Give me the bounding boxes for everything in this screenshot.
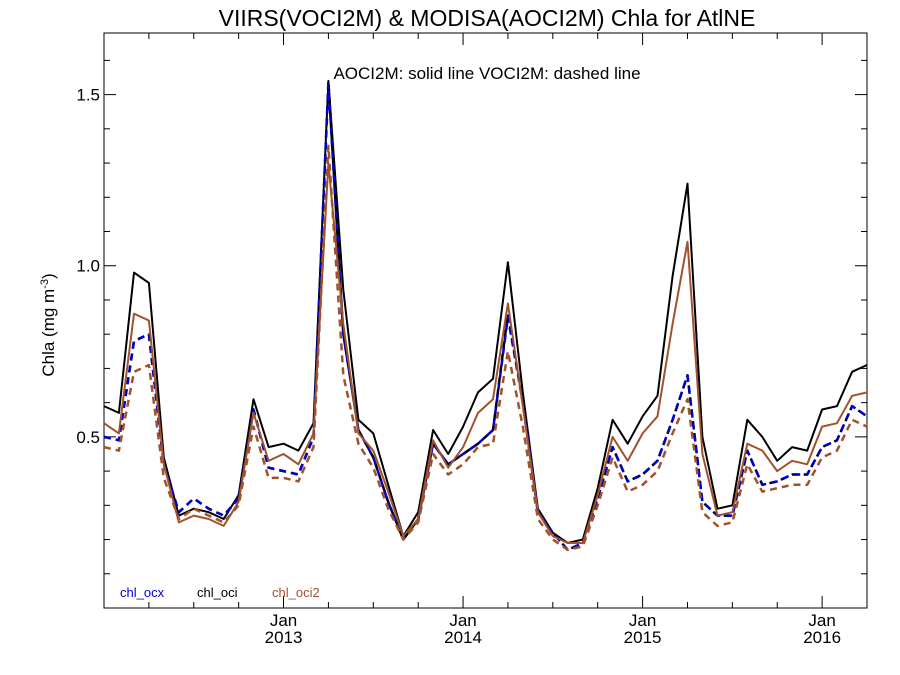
legend-entry-chl-oci2: chl_oci2 xyxy=(272,585,320,600)
legend-entry-chl-oci: chl_oci xyxy=(197,585,238,600)
x-tick-label-year: 2015 xyxy=(624,628,662,647)
series-line-chl-oci-solid xyxy=(103,79,868,544)
series-line-chl-ocx-dashed xyxy=(103,83,868,552)
series-line-chl-oci2-solid xyxy=(103,162,868,544)
x-tick-label-month: Jan xyxy=(629,611,656,630)
y-axis-label: Chla (mg m-3) xyxy=(39,273,58,376)
y-tick-label: 1.5 xyxy=(76,86,100,105)
x-tick-label-year: 2014 xyxy=(444,628,482,647)
y-axis-label-text: Chla (mg m xyxy=(39,289,58,377)
x-tick-label-year: 2013 xyxy=(265,628,303,647)
chart-annotation: AOCI2M: solid line VOCI2M: dashed line xyxy=(333,64,640,83)
legend-entry-chl-ocx: chl_ocx xyxy=(120,585,165,600)
chart-title: VIIRS(VOCI2M) & MODISA(AOCI2M) Chla for … xyxy=(219,5,756,31)
plot-frame xyxy=(103,32,868,609)
y-tick-label: 0.5 xyxy=(76,428,100,447)
series-line-chl-oci-dashed xyxy=(103,79,868,552)
x-tick-label-month: Jan xyxy=(808,611,835,630)
x-tick-label-year: 2016 xyxy=(803,628,841,647)
series-line-chl-oci2-dashed xyxy=(103,144,868,552)
y-axis-label-close: ) xyxy=(39,273,58,279)
legend: chl_ocx chl_oci chl_oci2 xyxy=(120,585,320,600)
y-tick-label: 1.0 xyxy=(76,257,100,276)
x-tick-label-month: Jan xyxy=(449,611,476,630)
x-tick-label-month: Jan xyxy=(270,611,297,630)
y-axis-label-exponent: -3 xyxy=(39,279,51,289)
